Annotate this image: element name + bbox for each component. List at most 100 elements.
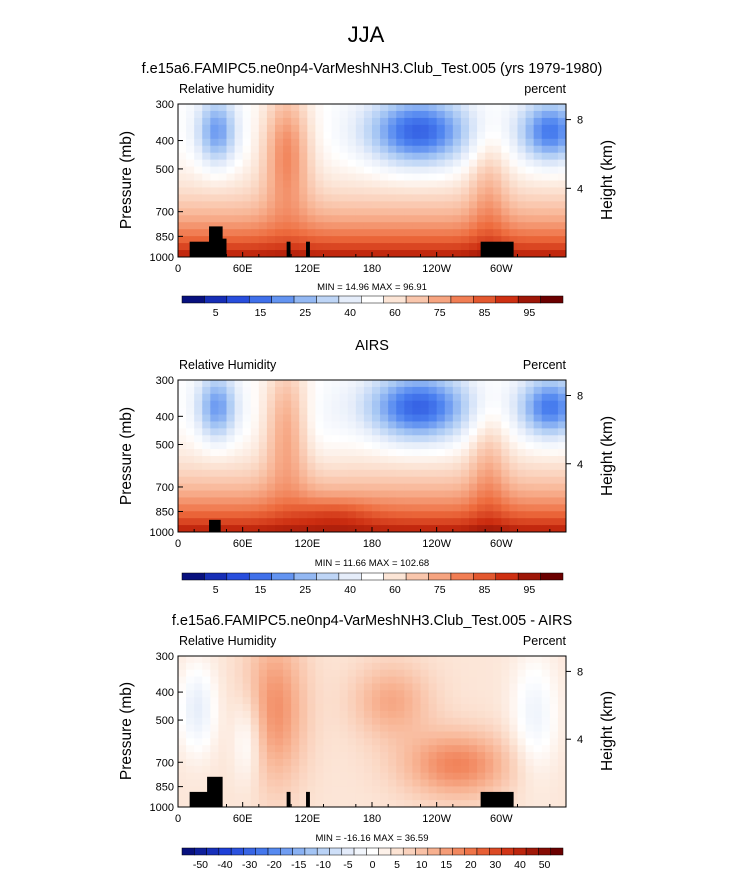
heatmap-cell <box>194 201 203 209</box>
heatmap-cell <box>412 131 421 140</box>
heatmap-cell <box>323 173 333 181</box>
heatmap-cell <box>283 752 292 760</box>
heatmap-cell <box>452 421 462 429</box>
heatmap-cell <box>226 400 236 409</box>
heatmap-cell <box>557 697 567 705</box>
heatmap-cell <box>315 380 324 388</box>
heatmap-cell <box>250 229 260 237</box>
heatmap-cell <box>178 683 187 691</box>
heatmap-cell <box>226 173 236 181</box>
heatmap-cell <box>242 779 252 787</box>
heatmap-cell <box>372 800 381 808</box>
heatmap-cell <box>355 201 365 209</box>
colorbar-box <box>464 847 478 856</box>
heatmap-cell <box>493 731 502 739</box>
heatmap-cell <box>557 676 567 684</box>
heatmap-cell <box>323 428 333 436</box>
heatmap-cell <box>525 386 535 395</box>
heatmap-cell <box>396 731 405 739</box>
heatmap-cell <box>242 400 252 409</box>
heatmap-cell <box>186 765 195 774</box>
heatmap-cell <box>266 236 276 244</box>
heatmap-cell <box>299 145 308 154</box>
heatmap-cell <box>250 250 260 258</box>
heatmap-cell <box>258 152 268 161</box>
heatmap-cell <box>218 731 227 739</box>
heatmap-cell <box>258 208 268 216</box>
heatmap-cell <box>388 173 397 181</box>
heatmap-cell <box>226 786 236 794</box>
heatmap-cell <box>218 117 227 126</box>
heatmap-cell <box>557 462 567 471</box>
heatmap-cell <box>557 724 567 732</box>
heatmap-cell <box>323 386 333 395</box>
colorbar-box <box>304 847 318 856</box>
heatmap-cell <box>186 201 195 209</box>
heatmap-cell <box>194 229 203 237</box>
heatmap-cell <box>533 400 543 409</box>
heatmap-cell <box>557 435 567 443</box>
heatmap-cell <box>347 483 357 492</box>
heatmap-cell <box>347 110 357 119</box>
heatmap-cell <box>226 676 236 684</box>
heatmap-cell <box>347 194 357 202</box>
heatmap-cell <box>452 428 462 436</box>
heatmap-cell <box>218 166 227 175</box>
heatmap-cell <box>541 442 551 450</box>
heatmap-cell <box>363 166 373 175</box>
heatmap-cell <box>323 697 333 705</box>
heatmap-cell <box>266 187 276 195</box>
heatmap-cell <box>266 731 276 739</box>
heatmap-cell <box>541 393 551 402</box>
heatmap-cell <box>323 738 333 746</box>
heatmap-cell <box>218 138 227 147</box>
heatmap-cell <box>266 800 276 808</box>
heatmap-cell <box>347 104 357 112</box>
colorbar-box <box>230 847 244 856</box>
heatmap-cell <box>226 124 236 133</box>
heatmap-cell <box>412 710 421 719</box>
heatmap-cell <box>275 662 284 671</box>
heatmap-cell <box>347 428 357 436</box>
heatmap-cell <box>242 229 252 237</box>
heatmap-cell <box>266 518 276 526</box>
heatmap-cell <box>509 222 518 230</box>
heatmap-cell <box>331 497 341 505</box>
heatmap-cell <box>541 662 551 671</box>
heatmap-cell <box>347 710 357 719</box>
heatmap-cell <box>412 690 421 698</box>
heatmap-cell <box>541 690 551 698</box>
heatmap-cell <box>493 683 502 691</box>
heatmap-cell <box>250 676 260 684</box>
heatmap-cell <box>517 462 527 471</box>
heatmap-cell <box>396 104 405 112</box>
heatmap-cell <box>533 180 543 188</box>
heatmap-cell <box>517 152 527 161</box>
heatmap-cell <box>436 159 446 168</box>
heatmap-cell <box>242 656 252 664</box>
heatmap-cell <box>525 717 535 726</box>
heatmap-cell <box>469 414 478 422</box>
heatmap-cell <box>291 194 300 202</box>
colorbar-box <box>243 847 256 856</box>
heatmap-cell <box>291 449 300 457</box>
heatmap-cell <box>331 380 341 388</box>
heatmap-cell <box>420 765 430 774</box>
heatmap-cell <box>242 511 252 519</box>
heatmap-cell <box>218 442 227 450</box>
heatmap-cell <box>509 414 518 422</box>
heatmap-cell <box>355 229 365 237</box>
heatmap-cell <box>517 187 527 195</box>
heatmap-cell <box>315 421 324 429</box>
heatmap-cell <box>412 758 421 767</box>
heatmap-cell <box>396 393 405 402</box>
heatmap-cell <box>485 662 494 671</box>
heatmap-cell <box>291 421 300 429</box>
heatmap-cell <box>412 662 421 671</box>
heatmap-cell <box>347 511 357 519</box>
heatmap-cell <box>412 117 421 126</box>
heatmap-cell <box>388 469 397 478</box>
heatmap-cell <box>178 435 187 443</box>
heatmap-cell <box>347 152 357 161</box>
heatmap-cell <box>194 745 203 753</box>
